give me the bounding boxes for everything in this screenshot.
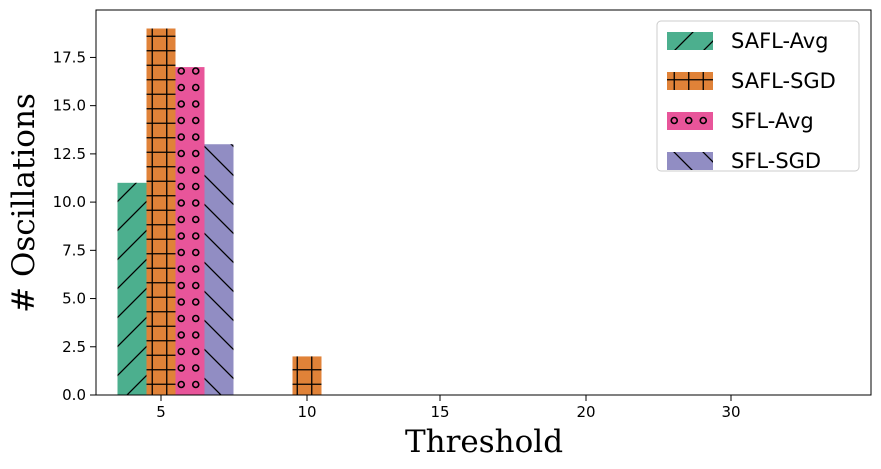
bar-hatch-safl-sgd-10 [292, 356, 322, 395]
x-tick-label: 20 [576, 403, 595, 421]
y-axis-ticks: 0.0 2.5 5.0 7.5 10.0 12.5 15.0 17.5 [53, 48, 96, 404]
legend-label-safl-sgd: SAFL-SGD [731, 69, 836, 93]
legend-label-sfl-avg: SFL-Avg [731, 109, 814, 133]
legend-items: SAFL-Avg SAFL-SGD SFL-Avg SFL-SGD [667, 29, 836, 173]
y-tick-label: 2.5 [62, 338, 86, 356]
legend-frame [656, 20, 860, 172]
x-axis-ticks: 5 10 15 20 30 [156, 395, 741, 421]
legend-label-safl-avg: SAFL-Avg [731, 29, 829, 53]
bar-hatch-sfl-sgd-5 [204, 144, 234, 395]
legend-swatch-hatch-sfl-avg [667, 112, 713, 130]
legend: SAFL-Avg SAFL-SGD SFL-Avg SFL-SGD [656, 20, 860, 173]
y-axis-label: # Oscillations [6, 93, 42, 313]
plot-frame [95, 9, 872, 396]
y-tick-label: 12.5 [53, 145, 86, 163]
x-tick-label: 30 [721, 403, 740, 421]
legend-swatch-hatch-safl-sgd [667, 72, 713, 90]
x-tick-label: 5 [156, 403, 166, 421]
y-tick-label: 7.5 [62, 241, 86, 259]
x-axis-label: Threshold [405, 424, 563, 460]
y-tick-label: 17.5 [53, 48, 86, 66]
y-tick-label: 0.0 [62, 386, 86, 404]
bars-layer [117, 28, 322, 395]
y-tick-label: 5.0 [62, 290, 86, 308]
legend-swatch-hatch-sfl-sgd [667, 152, 713, 170]
y-tick-label: 10.0 [53, 193, 86, 211]
x-tick-label: 10 [297, 403, 316, 421]
legend-swatch-hatch-safl-avg [667, 32, 713, 50]
bar-hatch-sfl-avg-5 [175, 67, 205, 395]
legend-label-sfl-sgd: SFL-SGD [731, 149, 821, 173]
x-tick-label: 15 [430, 403, 449, 421]
bar-hatch-safl-sgd-5 [146, 28, 176, 395]
y-tick-label: 15.0 [53, 97, 86, 115]
bar-hatch-safl-avg-5 [117, 182, 147, 395]
